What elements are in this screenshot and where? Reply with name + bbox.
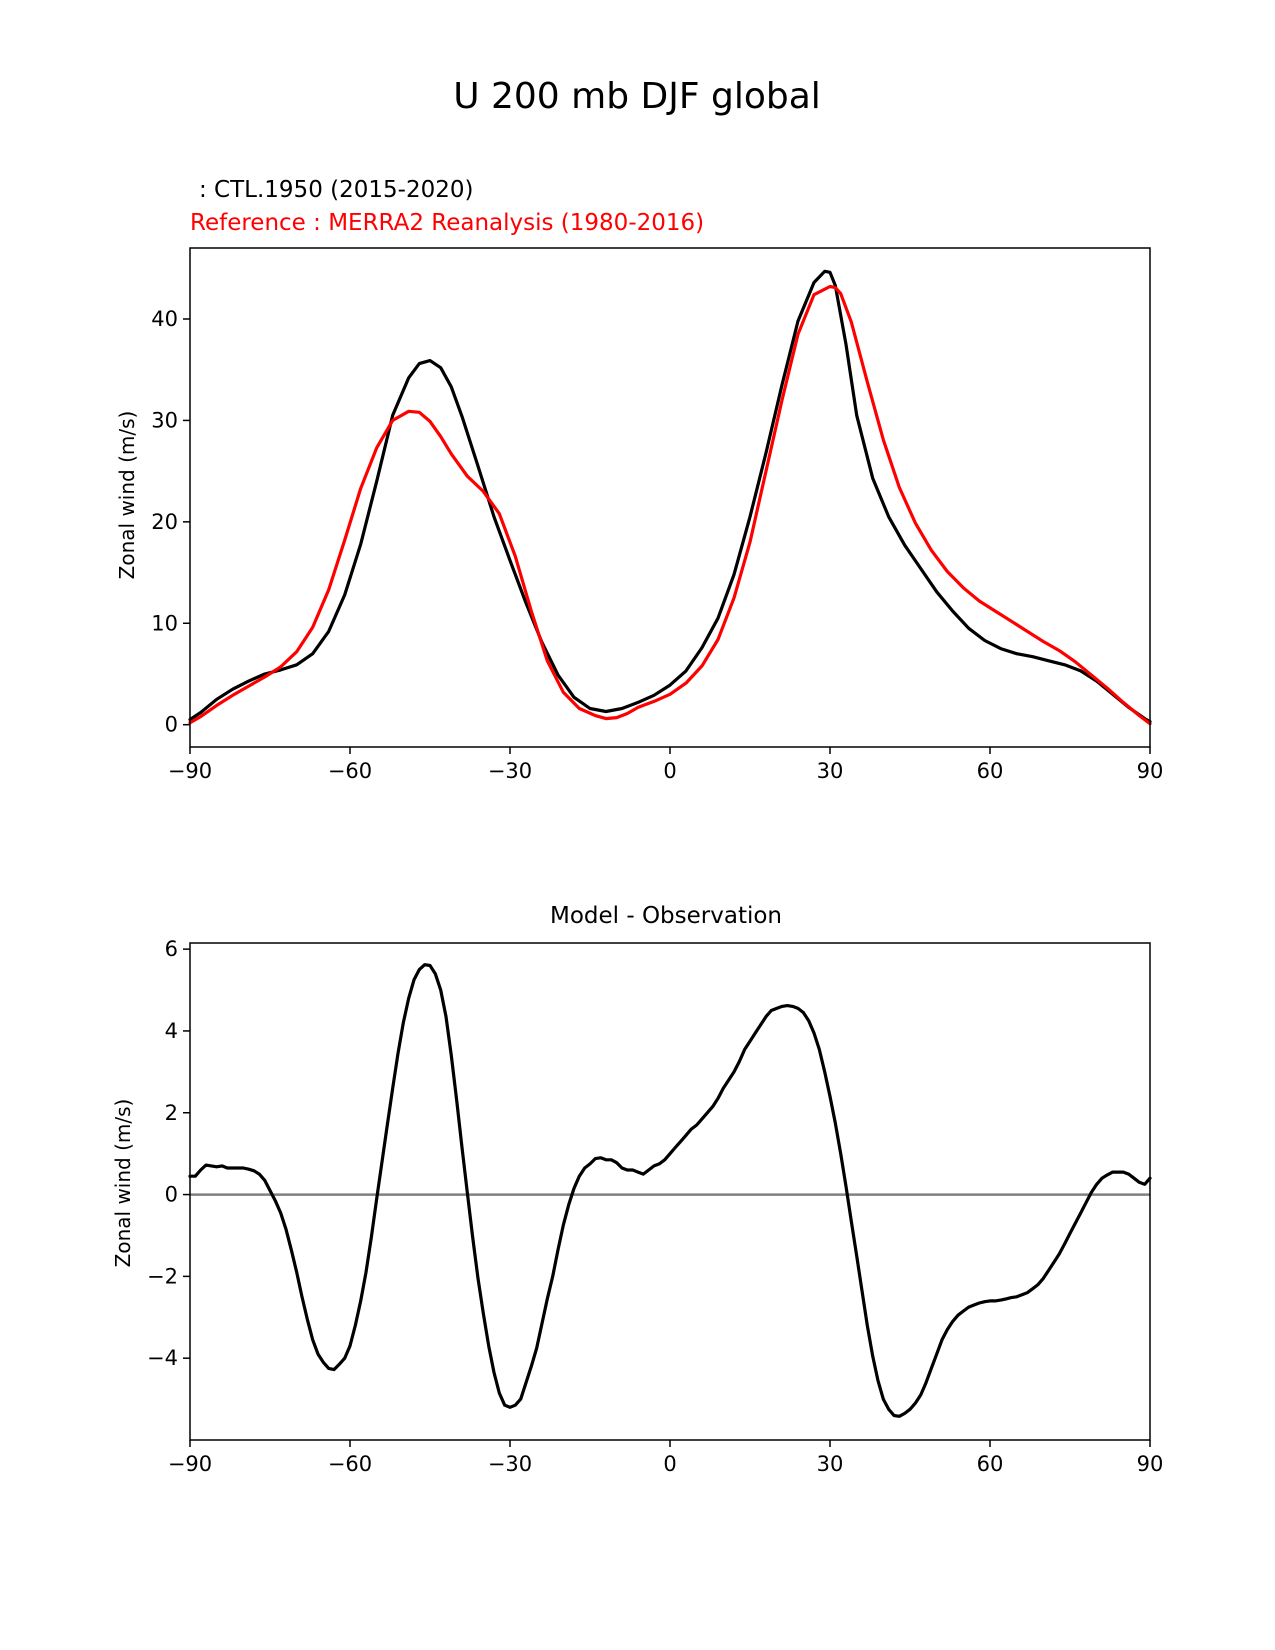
top-x-tick-label: −30 <box>488 759 532 783</box>
reference-label: Reference : MERRA2 Reanalysis (1980-2016… <box>190 210 704 236</box>
top-y-tick-label: 0 <box>165 713 178 737</box>
top-x-tick-label: −60 <box>328 759 372 783</box>
bottom-y-tick-label: −4 <box>147 1346 178 1370</box>
top-series-test-line <box>188 269 1152 724</box>
top-y-axis-label: Zonal wind (m/s) <box>115 411 139 580</box>
bottom-y-tick-label: 6 <box>165 937 178 961</box>
top-y-tick-label: 30 <box>151 408 178 432</box>
bottom-panel-title: Model - Observation <box>550 903 782 929</box>
bottom-y-tick-label: −2 <box>147 1264 178 1288</box>
top-series-reference-line <box>188 284 1152 726</box>
top-x-tick-label: −90 <box>168 759 212 783</box>
top-y-tick-label: 20 <box>151 510 178 534</box>
bottom-panel: Model - Observation Zonal wind (m/s) −90… <box>111 903 1163 1476</box>
bottom-x-tick-label: 90 <box>1137 1452 1164 1476</box>
bottom-y-tick-label: 0 <box>165 1183 178 1207</box>
bottom-x-tick-label: 0 <box>663 1452 676 1476</box>
bottom-x-tick-label: −90 <box>168 1452 212 1476</box>
bottom-y-tick-label: 4 <box>165 1019 178 1043</box>
bottom-x-tick-label: −60 <box>328 1452 372 1476</box>
bottom-x-tick-label: −30 <box>488 1452 532 1476</box>
bottom-series-test-line <box>188 963 1152 1418</box>
bottom-x-tick-label: 30 <box>817 1452 844 1476</box>
bottom-x-tick-label: 60 <box>977 1452 1004 1476</box>
bottom-plot-frame <box>189 942 1151 1441</box>
top-x-tick-label: 60 <box>977 759 1004 783</box>
figure-title: U 200 mb DJF global <box>453 76 821 117</box>
top-x-tick-label: 0 <box>663 759 676 783</box>
top-x-tick-label: 30 <box>817 759 844 783</box>
top-x-tick-label: 90 <box>1137 759 1164 783</box>
top-plot-frame <box>189 247 1151 748</box>
top-y-tick-label: 40 <box>151 307 178 331</box>
top-panel: Zonal wind (m/s) −90 −60 −30 0 30 60 90 0 10 20 30… <box>115 247 1164 783</box>
test-label: : CTL.1950 (2015-2020) <box>199 177 473 203</box>
top-y-tick-label: 10 <box>151 611 178 635</box>
bottom-y-tick-label: 2 <box>165 1101 178 1125</box>
bottom-y-axis-label: Zonal wind (m/s) <box>111 1099 135 1268</box>
